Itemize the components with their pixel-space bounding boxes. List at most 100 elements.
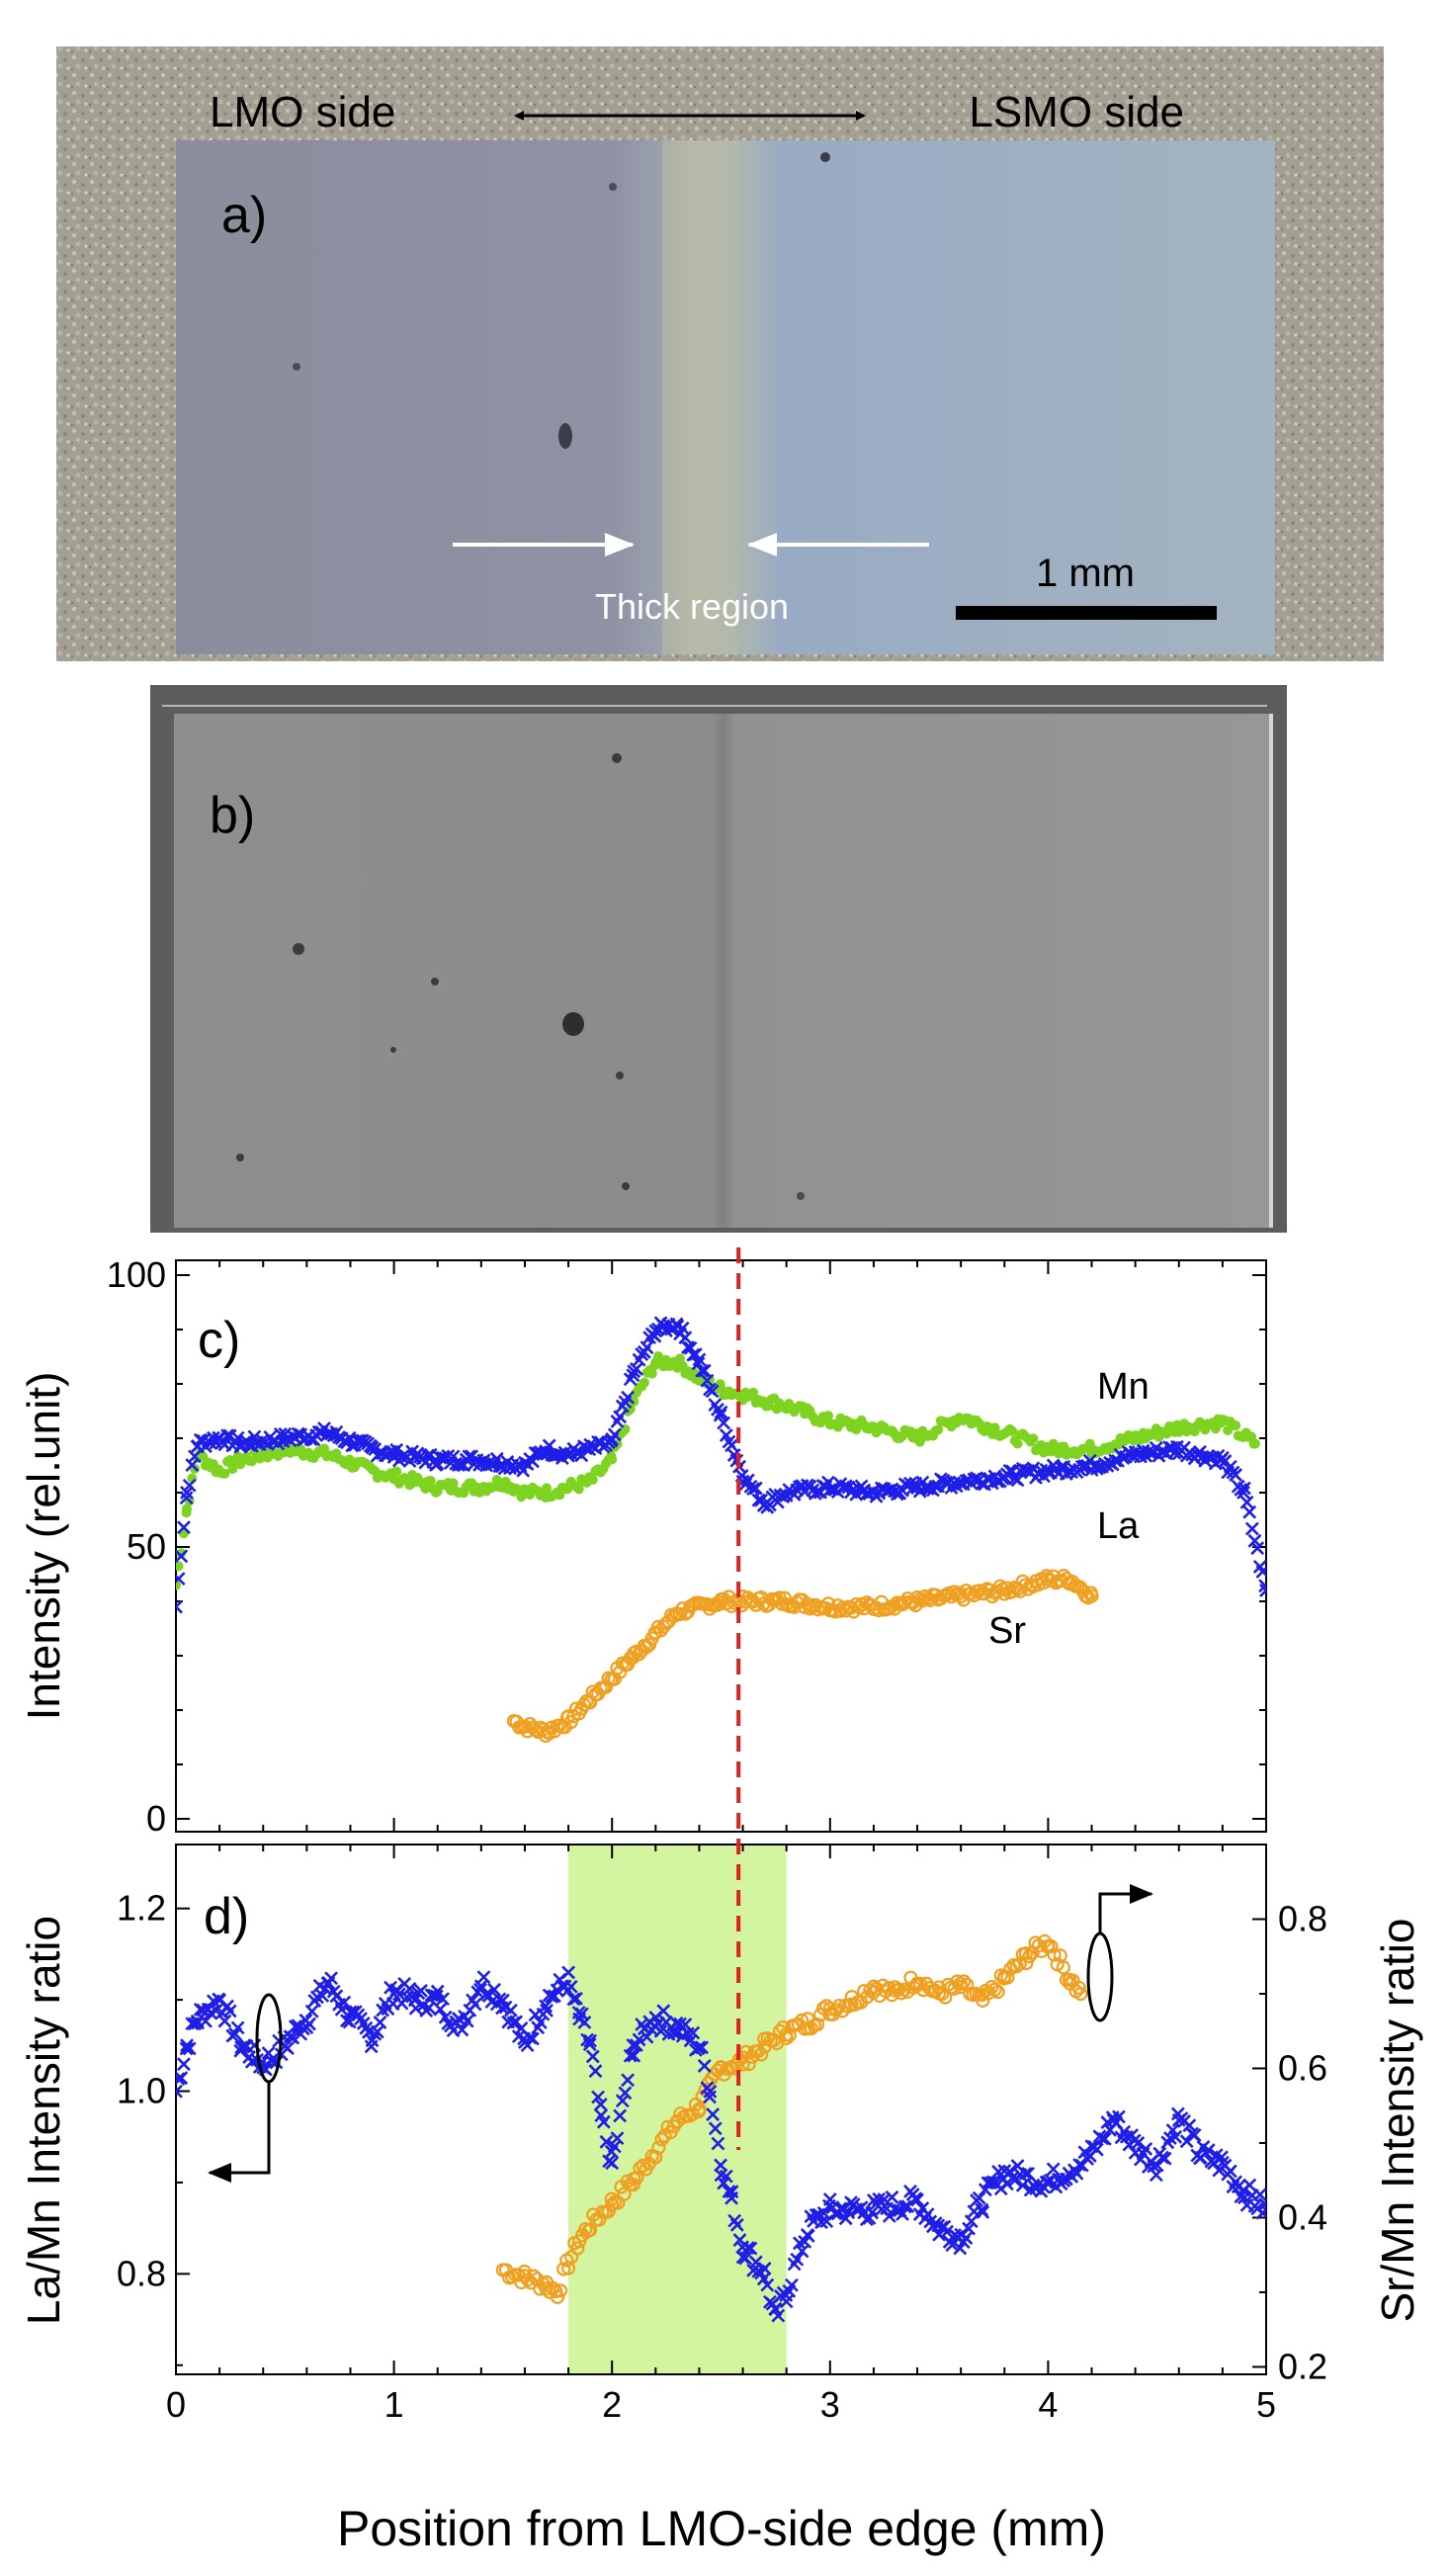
sr-mn-data-point (938, 1990, 953, 2005)
la-mn-data-point (460, 2014, 474, 2028)
la-mn-data-point (695, 2040, 710, 2055)
sr-mn-data-point (1012, 1956, 1027, 1971)
defect-spot (236, 1154, 244, 1161)
la-mn-data-point (976, 2204, 990, 2219)
sr-mn-data-point (960, 1977, 975, 1992)
la-mn-data-point (1168, 2129, 1183, 2144)
panel-b-label: b) (210, 787, 255, 844)
mn-data-point (1231, 1420, 1241, 1431)
la-mn-data-point (1259, 2202, 1266, 2217)
la-mn-data-point (577, 2016, 592, 2029)
sr-mn-data-point (1018, 1946, 1033, 1961)
intensity-chart: 0 50 100 c) Mn La Sr Intensity (rel.unit) (18, 1254, 1267, 1839)
la-mn-data-point (1237, 2190, 1251, 2205)
la-mn-data-point (1258, 2196, 1266, 2211)
la-mn-data-point (1252, 2188, 1266, 2202)
thick-region-band (662, 140, 736, 654)
la-data-point (613, 1410, 628, 1424)
y-tick-label: 100 (107, 1254, 166, 1295)
la-data-point (928, 1479, 943, 1494)
la-mn-data-point (1046, 2162, 1061, 2177)
la-mn-data-point (703, 2084, 718, 2099)
la-data-point (1250, 1541, 1265, 1556)
sr-data-point (1084, 1589, 1099, 1603)
la-mn-data-point (487, 1982, 501, 1997)
la-mn-data-point (1089, 2142, 1104, 2157)
la-mn-data-point (281, 2041, 295, 2055)
la-mn-data-point (540, 2004, 554, 2018)
panel-b-photo: b) (150, 685, 1287, 1233)
la-mn-data-point (569, 1991, 583, 2006)
la-mn-data-point (729, 2217, 744, 2232)
mn-data-point (176, 1548, 187, 1559)
la-data-point (697, 1363, 712, 1378)
la-mn-data-point (430, 1984, 445, 1999)
la-mn-data-point (632, 2032, 646, 2047)
la-mn-data-point (790, 2252, 805, 2267)
la-mn-data-point (176, 2071, 189, 2086)
defect-spot (797, 1192, 805, 1200)
la-mn-data-point (621, 2073, 636, 2088)
la-data-point (185, 1458, 200, 1472)
plot-frame (175, 1259, 1267, 1833)
y-axis-title: La/Mn Intensity ratio (18, 1916, 69, 2325)
x-tick-label: 5 (1256, 2384, 1276, 2425)
right-axis-indicator-icon (1086, 1884, 1153, 2022)
y-right-tick-label: 0.6 (1278, 2047, 1327, 2088)
la-data-point (1010, 1473, 1025, 1488)
la-mn-data-point (402, 1981, 417, 1996)
sr-mn-data-point (570, 2241, 585, 2256)
mn-data-point (425, 1475, 436, 1486)
mn-data-point (1249, 1438, 1260, 1449)
sr-mn-data-point (527, 2269, 542, 2283)
la-mn-data-point (591, 2090, 606, 2104)
la-data-point (626, 1368, 640, 1383)
la-mn-data-point (697, 2058, 712, 2073)
sr-mn-data-point (583, 2222, 598, 2238)
sr-data-point (849, 1596, 864, 1612)
sr-mn-data-point (895, 1986, 909, 2001)
mn-data-point (1028, 1433, 1039, 1444)
la-data-point (714, 1405, 728, 1419)
la-mn-data-point (199, 2014, 213, 2028)
la-mn-data-point (436, 1992, 450, 2007)
sr-mn-data-point (990, 1984, 1005, 2000)
la-mn-data-point (627, 2048, 641, 2063)
la-data-point (746, 1482, 761, 1497)
la-mn-data-point (563, 1979, 578, 1994)
la-mn-data-point (779, 2294, 794, 2309)
la-mn-data-point (972, 2190, 986, 2205)
sr-mn-data-point (753, 2047, 769, 2062)
sr-mn-data-point (617, 2187, 632, 2201)
la-mn-data-point (719, 2169, 733, 2184)
la-mn-data-point (607, 2139, 622, 2154)
left-axis-indicator-icon (208, 1993, 283, 2183)
la-mn-data-point (895, 2207, 909, 2221)
sr-mn-data-point (1019, 1955, 1034, 1971)
sr-data-point (992, 1579, 1007, 1593)
la-mn-data-point (740, 2241, 755, 2255)
mn-data-point (344, 1454, 355, 1465)
x-tick-label: 1 (384, 2384, 404, 2425)
la-mn-data-point (795, 2244, 810, 2259)
la-mn-data-point (711, 2136, 725, 2151)
sr-mn-data-point (782, 2027, 797, 2042)
sr-mn-data-point (975, 1987, 989, 2003)
x-axis-title: Position from LMO-side edge (mm) (337, 2501, 1106, 2556)
mn-data-point (933, 1424, 944, 1435)
la-mn-data-point (706, 2107, 721, 2121)
la-mn-data-point (1097, 2131, 1112, 2146)
la-mn-data-point (666, 2025, 681, 2040)
mn-data-point (646, 1368, 657, 1379)
sr-mn-data-point (539, 2281, 554, 2296)
mn-data-point (823, 1411, 834, 1421)
sr-mn-data-point (648, 2150, 663, 2165)
sr-mn-data-point (554, 2283, 568, 2298)
mn-data-point (1012, 1438, 1023, 1449)
la-mn-data-point (841, 2205, 856, 2220)
la-mn-data-point (1242, 2178, 1257, 2192)
panel-d-label: d) (204, 1888, 249, 1945)
la-mn-data-point (593, 2098, 608, 2111)
la-mn-data-point (421, 2001, 436, 2016)
la-mn-data-point (302, 2017, 316, 2031)
